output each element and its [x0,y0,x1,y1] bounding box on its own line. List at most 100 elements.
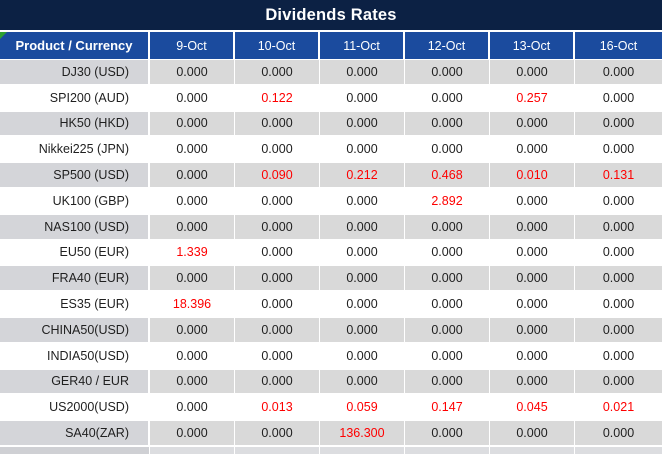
dividend-value-cell: 0.000 [150,266,235,293]
dividend-value-cell: 0.000 [235,137,320,164]
dividend-value-cell: 0.000 [150,137,235,164]
dividend-value-cell: 0.000 [235,240,320,267]
partial-cell [575,446,662,454]
product-label: GER40 / EUR [0,369,150,396]
dividend-value-cell: 0.000 [150,317,235,344]
product-label: UK100 (GBP) [0,188,150,215]
dividend-value-cell: 0.000 [235,343,320,370]
dividend-value-cell: 0.000 [150,85,235,112]
dividend-value-cell: 0.000 [490,214,575,241]
dividend-value-cell: 0.131 [575,163,662,189]
table-row: ES35 (EUR) 18.396 0.000 0.000 0.000 0.000 0.0… [0,292,662,318]
dividend-value-cell: 0.000 [405,343,490,370]
dividend-value-cell: 0.000 [575,188,662,215]
dividend-value-cell: 0.000 [575,137,662,164]
dividend-value-cell: 0.000 [405,137,490,164]
dividend-value-cell: 0.000 [320,85,405,112]
dividend-value-cell: 0.000 [235,266,320,293]
partial-cell [405,446,490,454]
table-row: US2000(USD) 0.000 0.013 0.059 0.147 0.045 0.0… [0,395,662,422]
product-label: NAS100 (USD) [0,214,150,241]
dividends-table: Product / Currency 9-Oct 10-Oct 11-Oct 1… [0,32,662,447]
date-column-header: 12-Oct [405,32,490,60]
table-row: GER40 / EUR 0.000 0.000 0.000 0.000 0.000 0.0… [0,369,662,396]
product-currency-header-label: Product / Currency [15,38,133,53]
dividend-value-cell: 0.000 [575,214,662,241]
dividend-value-cell: 0.000 [320,137,405,164]
product-label: HK50 (HKD) [0,111,150,138]
dividend-value-cell: 0.000 [150,188,235,215]
dividend-value-cell: 0.468 [405,163,490,189]
dividend-value-cell: 0.059 [320,395,405,422]
dividend-value-cell: 0.000 [575,292,662,318]
dividend-value-cell: 0.000 [575,266,662,293]
table-row: INDIA50(USD) 0.000 0.000 0.000 0.000 0.000 0.… [0,343,662,370]
product-label: CHINA50(USD) [0,317,150,344]
dividend-value-cell: 2.892 [405,188,490,215]
product-label: FRA40 (EUR) [0,266,150,293]
dividend-value-cell: 0.000 [320,292,405,318]
table-row: EU50 (EUR) 1.339 0.000 0.000 0.000 0.000 0.00… [0,240,662,267]
table-header: Product / Currency 9-Oct 10-Oct 11-Oct 1… [0,32,662,60]
date-column-header: 10-Oct [235,32,320,60]
dividend-value-cell: 0.000 [235,214,320,241]
product-label: Nikkei225 (JPN) [0,137,150,164]
dividend-value-cell: 0.000 [320,266,405,293]
dividend-value-cell: 0.000 [235,369,320,396]
dividend-value-cell: 136.300 [320,421,405,447]
table-row: HK50 (HKD) 0.000 0.000 0.000 0.000 0.000 0.00… [0,111,662,138]
dividend-value-cell: 1.339 [150,240,235,267]
dividend-value-cell: 0.000 [490,317,575,344]
page-title: Dividends Rates [265,5,397,24]
dividend-value-cell: 0.000 [405,111,490,138]
partial-cell [490,446,575,454]
dividend-value-cell: 0.000 [150,343,235,370]
dividend-value-cell: 0.000 [575,240,662,267]
dividend-value-cell: 0.021 [575,395,662,422]
product-currency-header: Product / Currency [0,32,150,60]
dividend-value-cell: 0.000 [150,111,235,138]
date-column-header: 13-Oct [490,32,575,60]
table-row: SA40(ZAR) 0.000 0.000 136.300 0.000 0.000 0.0… [0,421,662,447]
dividend-value-cell: 0.013 [235,395,320,422]
dividend-value-cell: 0.000 [490,60,575,86]
dividend-value-cell: 0.090 [235,163,320,189]
product-label: SPI200 (AUD) [0,85,150,112]
table-row: UK100 (GBP) 0.000 0.000 0.000 2.892 0.000 0.0… [0,188,662,215]
dividend-value-cell: 0.000 [490,421,575,447]
dividend-value-cell: 0.000 [405,292,490,318]
dividend-value-cell: 0.000 [490,240,575,267]
dividend-value-cell: 0.000 [405,317,490,344]
dividend-value-cell: 0.212 [320,163,405,189]
dividend-value-cell: 0.000 [235,292,320,318]
dividend-value-cell: 0.000 [320,60,405,86]
dividend-value-cell: 0.000 [405,60,490,86]
dividend-value-cell: 0.000 [490,111,575,138]
dividend-value-cell: 0.000 [575,369,662,396]
dividend-value-cell: 0.000 [575,111,662,138]
dividend-value-cell: 0.000 [405,266,490,293]
dividend-value-cell: 0.000 [575,343,662,370]
dividend-value-cell: 0.000 [320,188,405,215]
product-label: SP500 (USD) [0,163,150,189]
date-column-header: 9-Oct [150,32,235,60]
partial-cell [320,446,405,454]
dividend-value-cell: 0.000 [320,111,405,138]
product-label: ES35 (EUR) [0,292,150,318]
dividend-value-cell: 0.000 [490,188,575,215]
dividend-value-cell: 0.000 [405,85,490,112]
title-bar: Dividends Rates [0,0,662,32]
partial-cell [150,446,235,454]
product-label: EU50 (EUR) [0,240,150,267]
table-row: Nikkei225 (JPN) 0.000 0.000 0.000 0.000 0.00… [0,137,662,164]
product-label: DJ30 (USD) [0,60,150,86]
dividend-value-cell: 0.000 [150,163,235,189]
dividend-value-cell: 0.000 [490,369,575,396]
dividend-value-cell: 0.000 [320,343,405,370]
dividend-value-cell: 0.000 [235,60,320,86]
date-column-header: 16-Oct [575,32,662,60]
date-column-header: 11-Oct [320,32,405,60]
product-label: SA40(ZAR) [0,421,150,447]
dividend-value-cell: 0.010 [490,163,575,189]
